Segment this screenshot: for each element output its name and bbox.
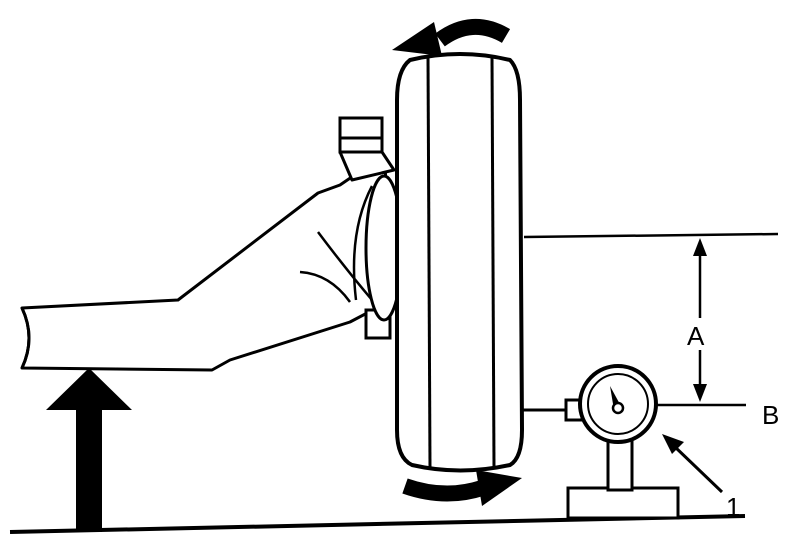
rotation-arrow-top	[392, 18, 511, 56]
callout-arrow	[662, 434, 724, 494]
label-callout-1: 1	[726, 492, 740, 522]
label-b: B	[762, 400, 779, 430]
rotation-arrow-bottom	[402, 470, 522, 506]
arm-left-cut	[20, 307, 31, 369]
label-a: A	[687, 321, 705, 351]
dial-gauge	[522, 364, 680, 520]
arm-crease-line	[299, 270, 352, 303]
reference-line-top	[523, 232, 779, 239]
jack-arrow	[46, 368, 132, 532]
upper-ball-joint	[338, 116, 396, 182]
arm-inner-line	[317, 231, 373, 301]
tire	[395, 52, 524, 473]
arm-edge-line	[352, 185, 374, 301]
suspension-arm	[20, 163, 394, 372]
dimension-a	[693, 238, 707, 402]
